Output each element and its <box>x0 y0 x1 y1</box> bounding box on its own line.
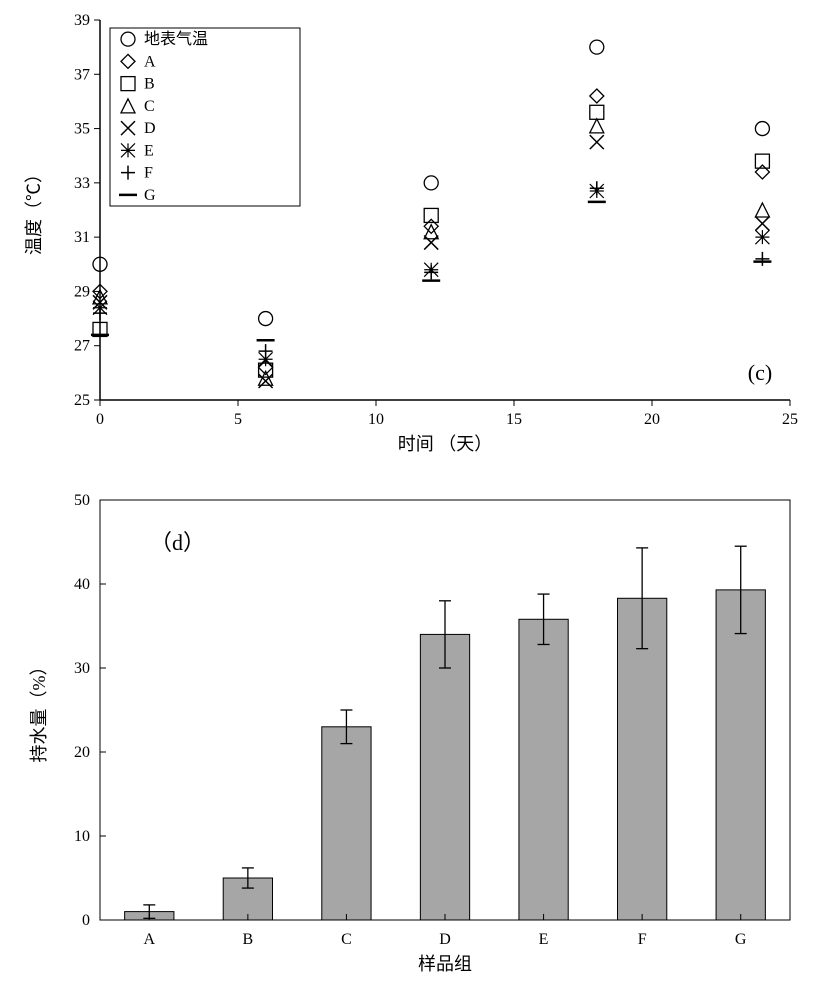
svg-text:持水量（%）: 持水量（%） <box>29 658 49 763</box>
svg-text:30: 30 <box>74 660 90 677</box>
svg-text:39: 39 <box>74 12 90 29</box>
svg-text:35: 35 <box>74 121 90 138</box>
svg-text:C: C <box>144 98 155 115</box>
svg-text:25: 25 <box>74 392 90 409</box>
svg-text:G: G <box>144 187 156 204</box>
svg-text:10: 10 <box>74 828 90 845</box>
svg-text:B: B <box>243 931 254 948</box>
svg-text:25: 25 <box>782 411 798 428</box>
svg-text:D: D <box>144 120 156 137</box>
scatter-svg: 25 27 29 31 33 35 37 39 0 5 10 15 20 25 时间 （天） 温度（℃） 地表气… <box>0 0 820 460</box>
svg-text:样品组: 样品组 <box>418 954 472 974</box>
svg-text:(c): (c) <box>748 360 772 385</box>
svg-text:20: 20 <box>644 411 660 428</box>
svg-text:40: 40 <box>74 576 90 593</box>
svg-text:50: 50 <box>74 492 90 509</box>
svg-text:B: B <box>144 76 155 93</box>
svg-text:10: 10 <box>368 411 384 428</box>
svg-text:29: 29 <box>74 283 90 300</box>
svg-text:地表气温: 地表气温 <box>144 30 208 48</box>
svg-text:A: A <box>144 931 156 948</box>
scatter-chart-c: 25 27 29 31 33 35 37 39 0 5 10 15 20 25 时间 （天） 温度（℃） 地表气… <box>0 0 820 460</box>
bar-chart-d: 0 10 20 30 40 50 A B C D E F G 样品组 持水量（%） （d） <box>0 460 820 1000</box>
svg-text:37: 37 <box>74 66 90 83</box>
svg-text:E: E <box>539 931 549 948</box>
svg-text:20: 20 <box>74 744 90 761</box>
svg-text:27: 27 <box>74 338 90 355</box>
svg-text:E: E <box>144 142 154 159</box>
svg-text:时间 （天）: 时间 （天） <box>398 434 493 454</box>
svg-text:G: G <box>735 931 747 948</box>
bar-svg: 0 10 20 30 40 50 A B C D E F G 样品组 持水量（%） （d） <box>0 460 820 1000</box>
svg-text:D: D <box>439 931 451 948</box>
svg-text:C: C <box>341 931 352 948</box>
svg-text:0: 0 <box>82 912 90 929</box>
svg-text:0: 0 <box>96 411 104 428</box>
svg-text:33: 33 <box>74 175 90 192</box>
svg-text:15: 15 <box>506 411 522 428</box>
svg-text:F: F <box>638 931 647 948</box>
svg-text:5: 5 <box>234 411 242 428</box>
svg-text:（d）: （d） <box>150 530 205 555</box>
svg-text:31: 31 <box>74 229 90 246</box>
svg-text:A: A <box>144 53 156 70</box>
svg-text:温度（℃）: 温度（℃） <box>24 165 44 255</box>
svg-text:F: F <box>144 165 153 182</box>
